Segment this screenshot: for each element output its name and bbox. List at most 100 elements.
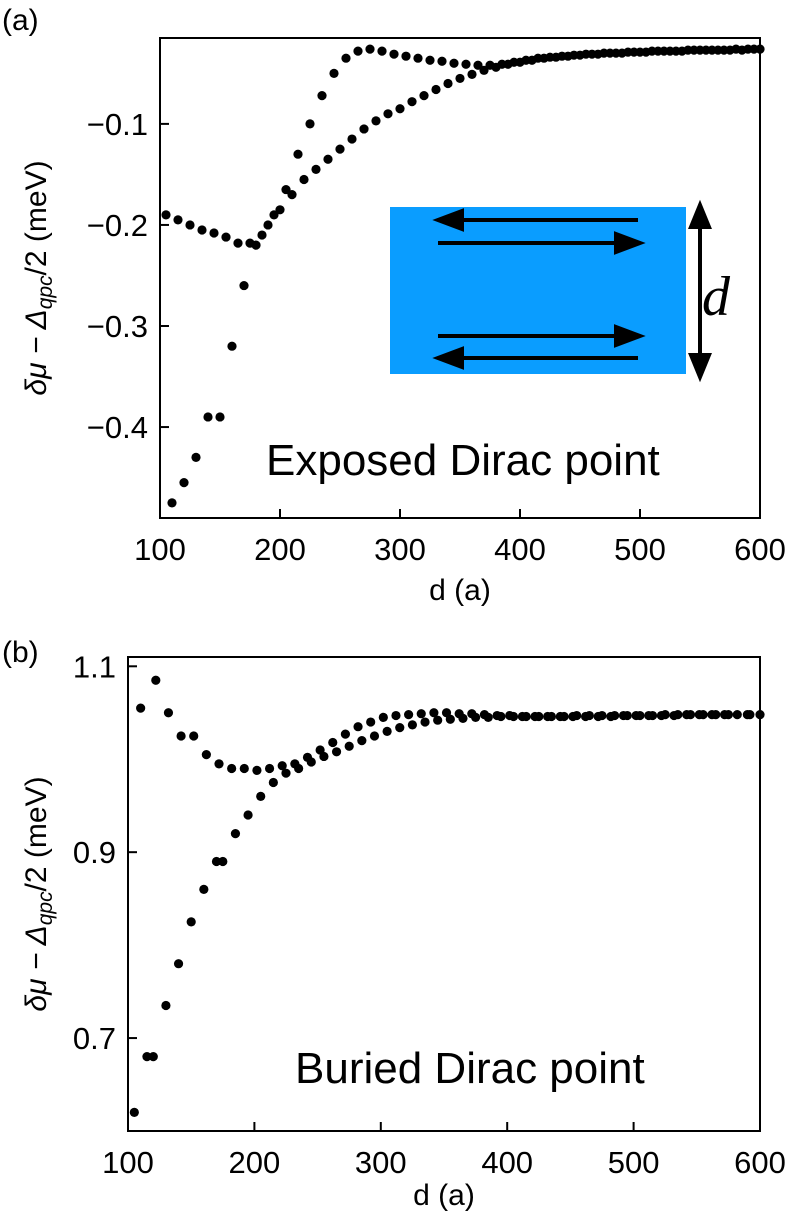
panel-b-series-2-point	[723, 710, 734, 720]
panel-a-series-1-point	[341, 53, 351, 63]
panel-a-series-2-point	[719, 45, 729, 55]
panel-b-series-2-point	[331, 747, 342, 757]
panel-b-series-1-point	[227, 763, 237, 774]
panel-a-ylabel-pre: δμ − Δ	[20, 309, 53, 395]
panel-b-x-axis-label: d (a)	[413, 1179, 475, 1212]
panel-b-series-2-point	[445, 714, 455, 724]
panel-a-y-tick-label: −0.4	[87, 410, 148, 445]
panel-b-y-tick-label: 1.1	[73, 649, 116, 684]
inset-arrowhead-left-top	[432, 208, 464, 232]
panel-b-x-tick-label: 500	[608, 1145, 660, 1180]
panel-b-series-2-point	[211, 856, 222, 867]
panel-a-series-1-point	[221, 232, 231, 242]
panel-a-series-2-point	[707, 45, 717, 55]
panel-a-series-1-point	[449, 58, 459, 68]
panel-a-series-1-point	[365, 44, 375, 54]
panel-b-series-1-point	[416, 709, 426, 719]
panel-a-annotation: Exposed Dirac point	[266, 436, 660, 485]
panel-b-series-2-point	[496, 711, 506, 722]
panel-a-x-tick-label: 600	[734, 532, 786, 567]
panel-b-series-1-point	[264, 763, 275, 774]
panel-a-series-2-point	[743, 44, 753, 54]
inset-arrowhead-left-bottom	[432, 346, 464, 370]
panel-a-series-2-point	[335, 144, 345, 154]
panel-b-series-2-point	[369, 731, 380, 741]
panel-a-series-2-point	[395, 104, 405, 114]
panel-a-series-2-point	[251, 240, 261, 250]
panel-a-series-1-point	[281, 184, 291, 195]
panel-b-series-2-point	[230, 828, 241, 839]
panel-a-series-1-point	[461, 59, 471, 69]
panel-a-series-2-point	[383, 109, 393, 119]
panel-b-series-2-point	[742, 710, 752, 720]
inset-width-label: d	[702, 266, 731, 328]
panel-b-series-2-point	[622, 710, 632, 721]
panel-a-series-2-point	[455, 73, 465, 84]
panel-a-series-1-point	[425, 55, 435, 65]
panel-b-series-2-point	[294, 763, 304, 774]
panel-b-series-2-point	[471, 712, 481, 723]
panel-a-series-2-point	[491, 62, 501, 72]
panel-b-ylabel-post: /2 (meV)	[20, 776, 53, 891]
panel-b-x-tick-label: 200	[229, 1145, 281, 1180]
panel-b-x-tick-label: 400	[481, 1145, 533, 1180]
panel-b-points	[129, 675, 765, 1118]
panel-b-series-2-point	[173, 959, 184, 969]
panel-b-x-tick-label: 300	[355, 1145, 407, 1180]
panel-b-frame	[127, 656, 761, 1132]
panel-a-series-1-point	[209, 228, 219, 238]
panel-b-series-2-point	[458, 713, 468, 723]
panel-a: (a) −0.4−0.3−0.2−0.1 100 200 300 400 500 600 …	[2, 4, 786, 607]
edge-channel-inset: d	[390, 199, 731, 383]
panel-b-series-2-point	[357, 736, 367, 746]
panel-a-series-1-point	[293, 149, 303, 159]
panel-a-points	[161, 44, 765, 508]
panel-a-x-tick-label: 200	[254, 532, 306, 567]
panel-a-series-2-point	[731, 44, 741, 54]
panel-a-series-2-point	[287, 190, 297, 200]
panel-a-series-1-point	[401, 51, 411, 61]
panel-a-series-1-point	[185, 220, 195, 230]
panel-a-series-2-point	[191, 452, 201, 462]
panel-a-y-tick-label: −0.2	[87, 208, 148, 243]
inset-arrowhead-right-bottom	[614, 324, 646, 348]
panel-b-series-1-point	[277, 761, 287, 771]
panel-b-series-1-point	[151, 675, 161, 685]
panel-a-series-2-point	[539, 53, 549, 63]
panel-a-series-2-point	[347, 134, 357, 144]
panel-a-x-tick-label: 100	[134, 532, 186, 567]
panel-b-series-1-point	[378, 712, 388, 723]
panel-b-series-2-point	[572, 710, 582, 721]
panel-b-series-2-point	[281, 768, 291, 778]
panel-b-series-2-point	[148, 1052, 158, 1062]
panel-b-series-1-point	[176, 731, 186, 741]
panel-a-series-1-point	[305, 119, 315, 129]
panel-a-series-2-point	[419, 91, 429, 101]
panel-b-label: (b)	[2, 636, 39, 669]
panel-b-ylabel-pre: δμ − Δ	[20, 925, 53, 1011]
panel-b-series-1-point	[391, 710, 401, 721]
panel-a-series-2-point	[527, 55, 537, 65]
panel-b-series-2-point	[218, 856, 228, 867]
panel-a-x-ticks: 100 200 300 400 500 600	[134, 509, 786, 567]
panel-b-series-2-point	[635, 710, 645, 721]
panel-b-series-1-point	[366, 717, 376, 727]
panel-a-series-2-point	[611, 48, 621, 58]
panel-a-series-2-point	[575, 50, 585, 60]
panel-a-series-1-point	[473, 60, 483, 70]
panel-a-series-2-point	[215, 412, 225, 422]
panel-a-series-2-point	[359, 124, 369, 134]
panel-a-series-2-point	[563, 51, 573, 61]
panel-a-series-1-point	[269, 210, 279, 220]
panel-a-label: (a)	[2, 4, 39, 37]
panel-a-series-2-point	[275, 205, 285, 215]
panel-b-series-2-point	[584, 710, 594, 721]
panel-b-series-1-point	[340, 729, 351, 739]
panel-b-series-1-point	[429, 708, 439, 718]
panel-a-series-1-point	[173, 215, 183, 225]
panel-b-series-2-point	[186, 917, 196, 927]
panel-a-series-2-point	[623, 47, 633, 57]
panel-a-series-2-point	[503, 59, 513, 69]
panel-b-x-ticks: 100 200 300 400 500 600	[102, 1122, 786, 1180]
